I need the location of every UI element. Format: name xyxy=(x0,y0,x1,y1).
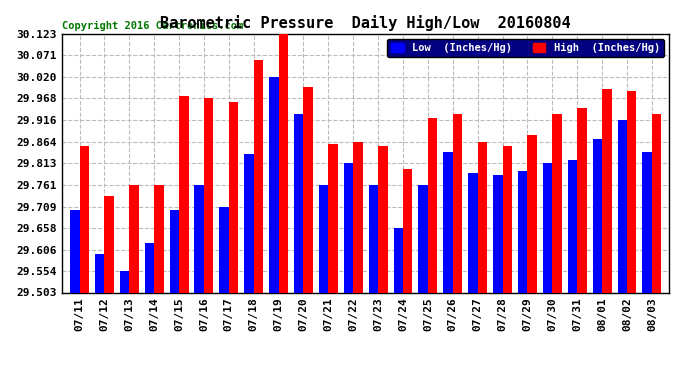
Bar xyxy=(344,163,353,292)
Bar xyxy=(618,120,627,292)
Bar xyxy=(469,173,477,292)
Bar xyxy=(368,185,378,292)
Bar xyxy=(518,171,527,292)
Bar xyxy=(642,152,652,292)
Bar xyxy=(79,146,89,292)
Title: Barometric Pressure  Daily High/Low  20160804: Barometric Pressure Daily High/Low 20160… xyxy=(160,15,571,31)
Bar xyxy=(304,87,313,292)
Bar xyxy=(602,89,611,292)
Bar xyxy=(477,142,487,292)
Bar xyxy=(269,77,279,292)
Bar xyxy=(493,175,502,292)
Bar xyxy=(568,160,578,292)
Legend: Low  (Inches/Hg), High  (Inches/Hg): Low (Inches/Hg), High (Inches/Hg) xyxy=(387,39,664,57)
Bar xyxy=(627,92,636,292)
Bar xyxy=(154,185,164,292)
Bar xyxy=(543,163,552,292)
Bar xyxy=(444,152,453,292)
Text: Copyright 2016 Cartronics.com: Copyright 2016 Cartronics.com xyxy=(62,21,244,31)
Bar xyxy=(353,142,363,292)
Bar xyxy=(254,60,263,292)
Bar xyxy=(593,140,602,292)
Bar xyxy=(328,144,338,292)
Bar xyxy=(319,185,328,292)
Bar xyxy=(378,146,388,292)
Bar xyxy=(652,114,661,292)
Bar xyxy=(170,210,179,292)
Bar xyxy=(129,185,139,292)
Bar xyxy=(502,146,512,292)
Bar xyxy=(179,96,188,292)
Bar xyxy=(229,102,238,292)
Bar xyxy=(527,135,537,292)
Bar xyxy=(403,168,413,292)
Bar xyxy=(195,185,204,292)
Bar xyxy=(204,99,213,292)
Bar xyxy=(219,207,229,292)
Bar xyxy=(279,31,288,292)
Bar xyxy=(145,243,154,292)
Bar xyxy=(120,271,129,292)
Bar xyxy=(244,154,254,292)
Bar xyxy=(453,114,462,292)
Bar xyxy=(393,228,403,292)
Bar xyxy=(294,114,304,292)
Bar xyxy=(104,196,114,292)
Bar xyxy=(95,254,104,292)
Bar xyxy=(552,114,562,292)
Bar xyxy=(70,210,79,292)
Bar xyxy=(578,108,586,292)
Bar xyxy=(428,118,437,292)
Bar xyxy=(418,185,428,292)
